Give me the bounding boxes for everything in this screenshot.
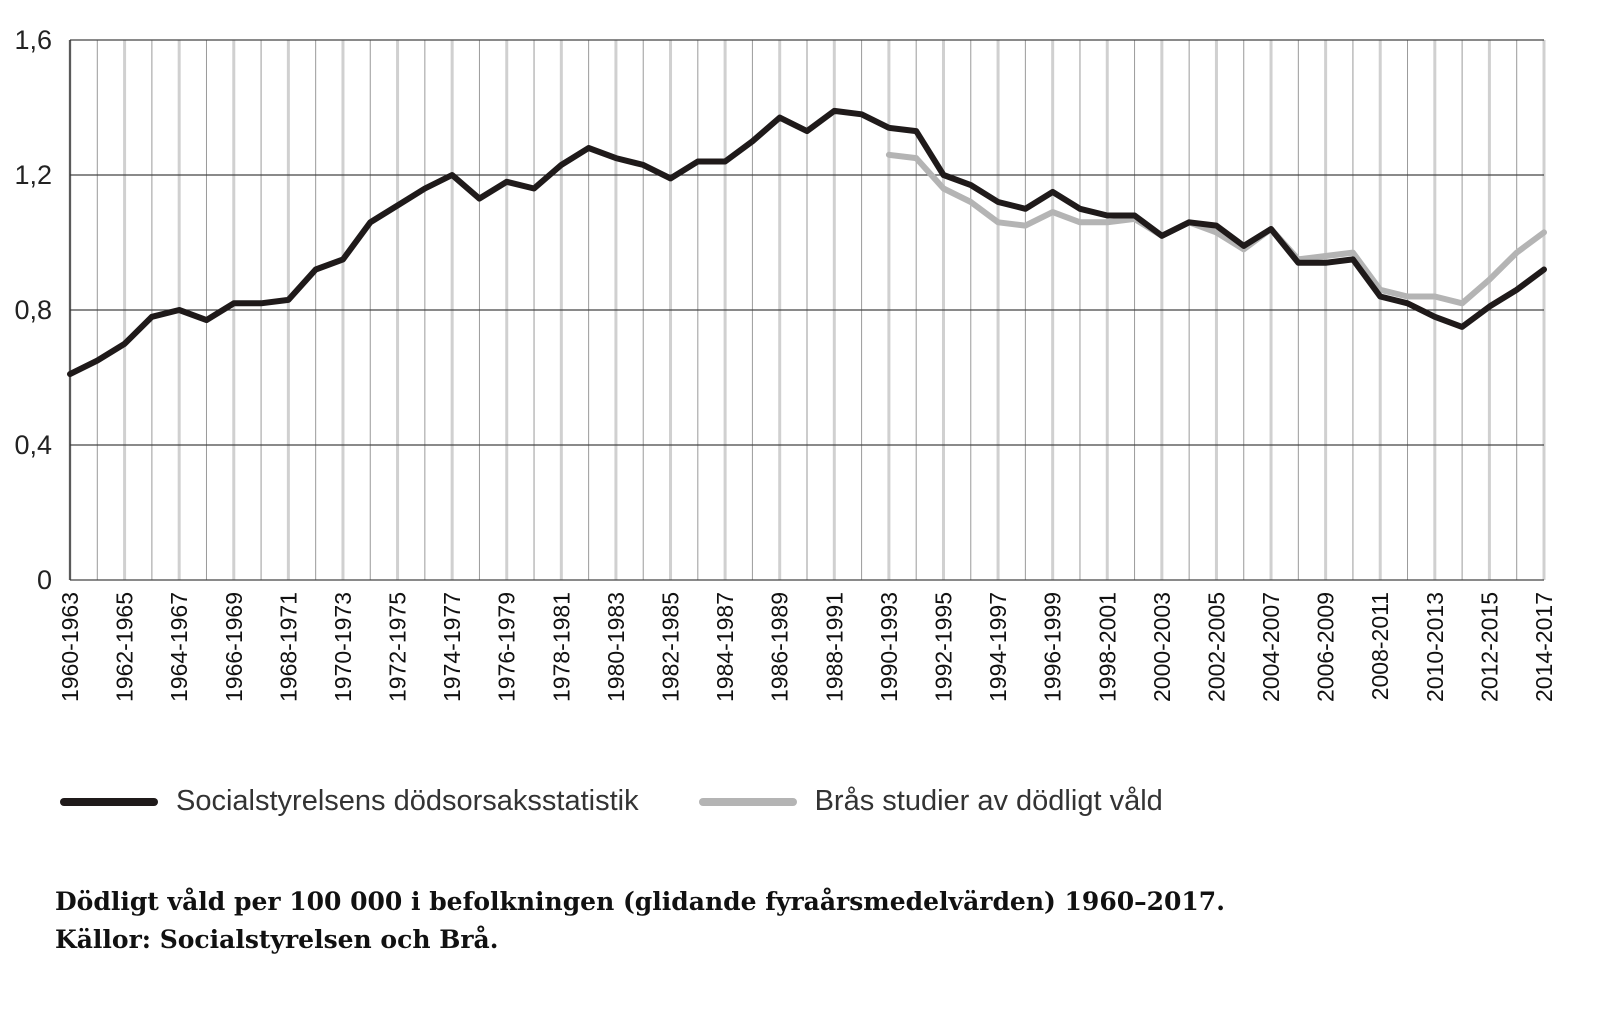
x-tick-label: 1972-1975 [385,592,411,702]
x-tick-label: 1966-1969 [221,592,247,702]
series-line-bra [885,151,1547,307]
x-tick-label: 2006-2009 [1313,592,1339,702]
x-tick-label: 1960-1963 [57,592,83,702]
legend-label-bra: Brås studier av dödligt våld [814,785,1163,817]
line-chart: 0 0,4 0,8 1,2 1,6 1960-1963 1962-1965 1964-196… [14,25,1557,702]
x-tick-label: 1998-2001 [1094,592,1120,702]
legend-item-bra: Brås studier av dödligt våld [698,785,1163,818]
y-tick-label: 1,6 [14,25,52,55]
caption-source: Källor: Socialstyrelsen och Brå. [55,925,499,954]
x-tick-label: 1978-1981 [548,592,574,702]
x-tick-label: 2004-2007 [1258,592,1284,702]
y-tick-label: 0 [37,565,52,595]
caption-title: Dödligt våld per 100 000 i befolkningen … [55,887,1225,916]
x-tick-label: 2002-2005 [1203,592,1229,702]
x-tick-label: 1996-1999 [1040,592,1066,702]
y-tick-label: 1,2 [14,160,52,190]
x-tick-label: 1974-1977 [439,592,465,702]
x-tick-label: 1968-1971 [275,592,301,702]
x-tick-label: 1994-1997 [985,592,1011,702]
x-axis: 1960-1963 1962-1965 1964-1967 1966-1969 1968… [57,592,1557,702]
x-tick-label: 1964-1967 [166,592,192,702]
x-tick-label: 1970-1973 [330,592,356,702]
x-tick-label: 2008-2011 [1367,592,1393,700]
y-axis: 0 0,4 0,8 1,2 1,6 [14,25,52,595]
x-tick-label: 1988-1991 [821,592,847,702]
x-tick-label: 1986-1989 [767,592,793,702]
x-tick-label: 2012-2015 [1476,592,1502,702]
series-line-socialstyrelsen [67,107,1547,378]
x-tick-label: 1992-1995 [930,592,956,702]
x-tick-label: 2014-2017 [1531,592,1557,702]
x-tick-label: 1980-1983 [603,592,629,702]
legend-item-socialstyrelsen: Socialstyrelsens dödsorsaksstatistik [60,785,639,818]
series-lines [67,107,1547,378]
x-tick-label: 1962-1965 [112,592,138,702]
y-tick-label: 0,4 [14,430,52,460]
x-tick-label: 1984-1987 [712,592,738,702]
x-tick-label: 2000-2003 [1149,592,1175,702]
chart-caption: Dödligt våld per 100 000 i befolkningen … [55,883,1225,959]
grid [68,39,1546,581]
legend-label-socialstyrelsen: Socialstyrelsens dödsorsaksstatistik [176,785,639,817]
x-tick-label: 2010-2013 [1422,592,1448,702]
legend: Socialstyrelsens dödsorsaksstatistik Brå… [60,785,1223,818]
x-tick-label: 1982-1985 [658,592,684,702]
y-tick-label: 0,8 [14,295,52,325]
x-tick-label: 1976-1979 [494,592,520,702]
legend-swatch-bra [698,797,797,806]
x-tick-label: 1990-1993 [876,592,902,702]
legend-swatch-socialstyrelsen [60,797,158,806]
